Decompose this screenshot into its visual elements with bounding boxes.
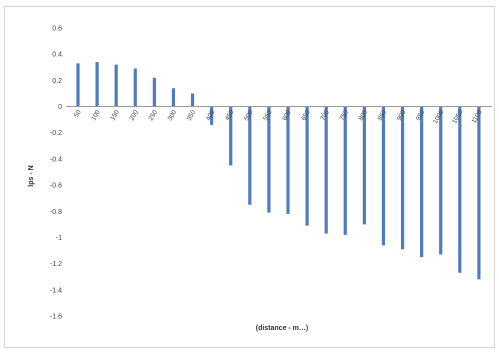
bar [305,106,309,226]
x-category-label: 850 [377,109,389,122]
y-tick-label: 0 [58,104,62,111]
x-category-label: 900 [396,109,408,122]
y-tick-label: -0.2 [50,130,62,137]
bar [229,106,233,166]
bar [324,106,328,234]
x-category-label: 50 [73,109,83,119]
x-category-label: 650 [300,109,312,122]
bar [381,106,386,246]
y-tick-label: -1 [56,235,62,242]
x-category-label: 1050 [451,109,464,125]
x-category-label: 100 [90,109,102,122]
x-category-label: 800 [358,109,370,122]
bar [439,106,443,255]
bar [152,77,156,107]
x-category-label: 1100 [471,109,484,125]
bar [171,88,176,107]
x-category-label: 350 [186,109,198,122]
bar [190,93,195,107]
y-tick-label: 0.6 [52,26,62,33]
bar [133,68,137,107]
x-category-label: 500 [243,109,255,122]
x-category-label: 150 [109,109,121,122]
bar [76,63,80,107]
bar-series [76,62,481,280]
bar [210,106,214,125]
bar [420,106,424,258]
x-axis-title: (distance - m…) [256,325,309,332]
bar [114,64,118,107]
bar [248,106,252,205]
bar [95,62,99,107]
bar [343,106,347,235]
y-tick-label: -1.4 [50,287,62,294]
bar [477,106,481,280]
y-tick-label: -0.8 [50,209,62,216]
y-axis-ticks: 0.6 0.4 0.2 0 -0.2 -0.4 -0.6 -0.8 -1 -1.2 -1.4 -1.6 [50,26,62,321]
y-tick-label: 0.4 [52,52,62,59]
y-tick-label: -1.2 [50,261,62,268]
x-category-label: 950 [415,109,427,122]
bar [267,106,271,213]
bar [400,106,405,250]
x-category-label: 300 [167,109,179,122]
x-category-label: 750 [339,109,351,122]
y-tick-label: -1.6 [50,314,62,321]
x-category-label: 400 [205,109,217,122]
x-category-label: 700 [319,109,331,122]
x-category-label: 1000 [432,109,445,125]
x-category-label: 450 [224,109,236,122]
bar [286,106,290,214]
x-category-label: 250 [148,109,160,122]
x-category-label: 200 [129,109,141,122]
y-tick-label: -0.4 [50,156,62,163]
y-tick-label: -0.6 [50,183,62,190]
x-category-label: 600 [281,109,293,122]
y-axis-title: Ips - N [28,165,35,186]
x-category-label: 550 [262,109,274,122]
bar [458,106,462,273]
bar [362,106,366,225]
y-tick-label: 0.2 [52,78,62,85]
